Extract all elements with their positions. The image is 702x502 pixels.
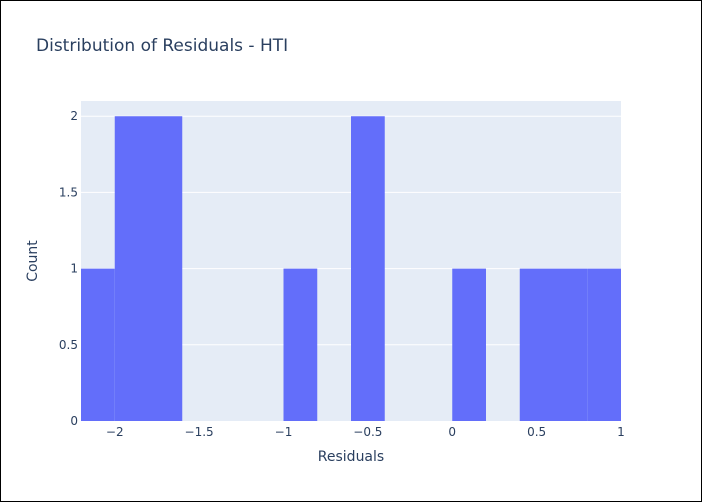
x-axis-title: Residuals — [318, 449, 384, 465]
histogram-bar — [114, 116, 149, 421]
histogram-bar — [553, 268, 588, 421]
x-tick-label: −1 — [275, 425, 293, 439]
x-tick-label: 0.5 — [527, 425, 546, 439]
x-tick-label: −0.5 — [353, 425, 382, 439]
bars — [81, 116, 621, 421]
x-tick-label: 0 — [448, 425, 456, 439]
y-axis-title: Count — [25, 240, 41, 282]
x-tick-label: −2 — [106, 425, 124, 439]
x-tick-label: −1.5 — [185, 425, 214, 439]
histogram-bar — [148, 116, 183, 421]
chart-title: Distribution of Residuals - HTI — [36, 36, 288, 56]
histogram-bar — [519, 268, 554, 421]
y-axis-ticks: 0 0.5 1 1.5 2 — [59, 109, 78, 428]
histogram-bar — [351, 116, 385, 421]
y-tick-label: 1 — [70, 262, 78, 276]
y-tick-label: 2 — [70, 109, 78, 123]
x-tick-label: 1 — [617, 425, 625, 439]
x-axis-ticks: −2 −1.5 −1 −0.5 0 0.5 1 — [106, 425, 625, 439]
histogram-bar — [283, 268, 318, 421]
y-tick-label: 0 — [70, 414, 78, 428]
histogram-bar — [587, 268, 621, 421]
histogram-bar — [452, 268, 486, 421]
histogram-bar — [81, 268, 115, 421]
y-tick-label: 0.5 — [59, 338, 78, 352]
y-tick-label: 1.5 — [59, 185, 78, 199]
